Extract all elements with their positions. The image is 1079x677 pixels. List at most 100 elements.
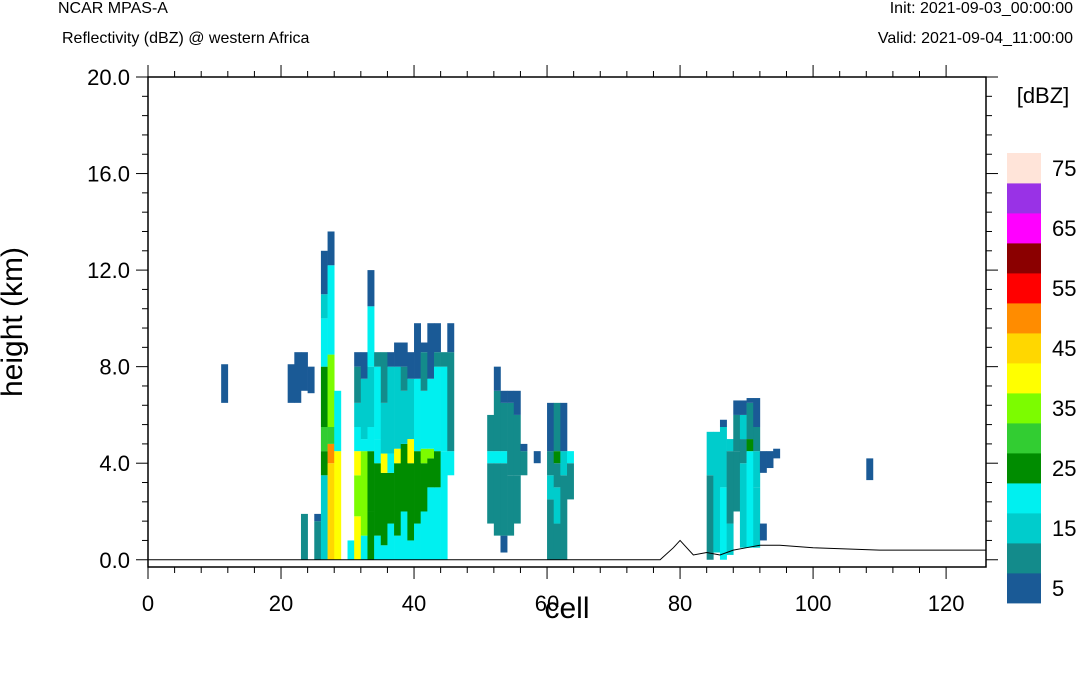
reflectivity-cell <box>560 475 568 560</box>
colorbar-swatch <box>1007 303 1041 334</box>
colorbar-label: 65 <box>1052 216 1076 241</box>
reflectivity-cell <box>726 451 734 524</box>
reflectivity-cell <box>507 402 515 476</box>
colorbar-swatch <box>1007 243 1041 274</box>
x-axis-title: cell <box>544 592 589 625</box>
reflectivity-cell <box>487 451 495 464</box>
reflectivity-cell <box>733 451 741 512</box>
reflectivity-cell <box>433 487 441 560</box>
reflectivity-cell <box>414 523 421 560</box>
reflectivity-cell <box>367 427 375 452</box>
reflectivity-cell <box>500 402 508 452</box>
colorbar-swatch <box>1007 183 1041 214</box>
reflectivity-cell <box>327 443 335 464</box>
reflectivity-cell <box>719 487 727 560</box>
reflectivity-cell <box>739 414 747 440</box>
reflectivity-cell <box>739 463 747 548</box>
reflectivity-cell <box>733 414 741 452</box>
reflectivity-cell <box>553 451 561 464</box>
colorbar-swatch <box>1007 363 1041 394</box>
reflectivity-cell <box>773 448 781 459</box>
reflectivity-cell <box>327 231 335 266</box>
reflectivity-cell <box>487 463 495 524</box>
reflectivity-cell <box>719 427 727 488</box>
reflectivity-cell <box>314 513 322 522</box>
reflectivity-cell <box>500 463 508 536</box>
colorbar-label: 35 <box>1052 396 1076 421</box>
reflectivity-cell <box>547 475 554 500</box>
reflectivity-cell <box>753 487 761 548</box>
reflectivity-cell <box>733 400 741 415</box>
reflectivity-cell <box>287 364 295 403</box>
reflectivity-cell <box>387 472 395 524</box>
reflectivity-cell <box>314 521 322 560</box>
reflectivity-cell <box>433 323 441 353</box>
reflectivity-cell <box>427 323 435 379</box>
colorbar-swatch <box>1007 213 1041 244</box>
reflectivity-cell <box>739 400 747 415</box>
reflectivity-cell <box>746 451 754 548</box>
reflectivity-cell <box>513 390 521 415</box>
reflectivity-cell <box>354 475 362 517</box>
reflectivity-cell <box>759 523 767 541</box>
reflectivity-cell <box>739 439 747 464</box>
reflectivity-cell <box>367 306 375 367</box>
reflectivity-cell <box>493 366 501 391</box>
reflectivity-cell <box>500 390 508 403</box>
reflectivity-cell <box>354 451 362 476</box>
reflectivity-cell <box>360 352 368 379</box>
colorbar-swatch <box>1007 573 1041 604</box>
reflectivity-cell <box>374 463 382 536</box>
reflectivity-cell <box>300 352 308 391</box>
x-tick-label: 60 <box>535 591 559 616</box>
reflectivity-cell <box>334 390 342 452</box>
terrain-layer <box>148 539 986 561</box>
reflectivity-cell <box>560 451 568 476</box>
reflectivity-cell <box>420 390 428 449</box>
reflectivity-cell <box>500 535 508 553</box>
y-tick-label: 12.0 <box>87 258 130 283</box>
reflectivity-cell <box>407 463 415 541</box>
reflectivity-cell <box>354 402 362 427</box>
reflectivity-cell <box>374 352 382 367</box>
reflectivity-cell <box>374 535 382 560</box>
reflectivity-cell <box>493 463 501 536</box>
reflectivity-cell <box>706 431 714 476</box>
reflectivity-cell <box>354 352 362 367</box>
colorbar-title: [dBZ] <box>1017 83 1070 108</box>
reflectivity-cell <box>706 475 714 560</box>
reflectivity-cell <box>513 475 521 524</box>
reflectivity-cell <box>394 463 402 536</box>
reflectivity-cell <box>766 451 774 469</box>
terrain-line <box>148 539 986 561</box>
reflectivity-cell <box>567 451 574 464</box>
reflectivity-cell <box>387 453 395 473</box>
reflectivity-cells <box>221 231 874 560</box>
y-tick-label: 20.0 <box>87 65 130 90</box>
reflectivity-cell <box>221 364 229 403</box>
reflectivity-cell <box>520 451 528 476</box>
reflectivity-cell <box>354 366 362 403</box>
axis-tick-labels: 0 20 40 60 80 100 120 0.0 4.0 8.0 12.0 16.0 20.0 <box>87 65 964 616</box>
reflectivity-cell <box>433 451 441 488</box>
reflectivity-cell <box>746 398 754 403</box>
reflectivity-cell <box>713 431 721 553</box>
colorbar-swatch <box>1007 273 1041 304</box>
reflectivity-cell <box>394 342 402 367</box>
init-time: Init: 2021-09-03_00:00:00 <box>889 0 1073 17</box>
model-title: NCAR MPAS-A <box>58 0 168 17</box>
x-tick-label: 0 <box>142 591 154 616</box>
reflectivity-cell <box>320 294 328 319</box>
colorbar-label: 25 <box>1052 456 1076 481</box>
reflectivity-cell <box>394 448 402 464</box>
reflectivity-cell <box>327 463 335 560</box>
y-axis-title: height (km) <box>0 247 29 397</box>
reflectivity-cell <box>507 390 515 403</box>
reflectivity-cell <box>560 402 568 452</box>
reflectivity-cell <box>400 366 408 391</box>
reflectivity-cell <box>746 402 754 440</box>
reflectivity-cell <box>320 250 328 295</box>
y-tick-label: 8.0 <box>99 355 130 380</box>
reflectivity-cell <box>400 443 408 512</box>
